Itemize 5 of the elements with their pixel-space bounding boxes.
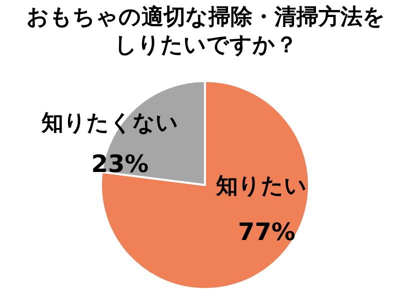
chart-title: おもちゃの適切な掃除・清掃方法をしりたいですか？: [26, 4, 386, 60]
slice-label: 知りたくない: [40, 111, 178, 136]
data-label: 23%: [91, 150, 149, 178]
data-label: 77%: [238, 218, 296, 246]
slice-label: 知りたい: [215, 174, 307, 199]
